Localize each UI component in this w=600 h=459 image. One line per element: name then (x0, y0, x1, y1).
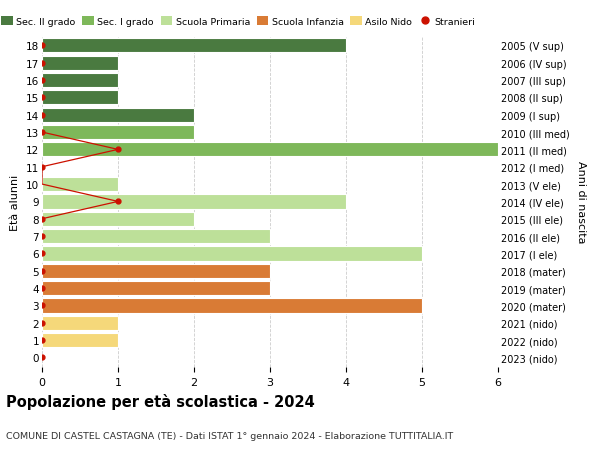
Bar (42, 74, 118, 88)
Text: COMUNE DI CASTEL CASTAGNA (TE) - Dati ISTAT 1° gennaio 2024 - Elaborazione TUTTI: COMUNE DI CASTEL CASTAGNA (TE) - Dati IS… (6, 431, 453, 440)
Y-axis label: Età alunni: Età alunni (10, 174, 20, 230)
Legend: Sec. II grado, Sec. I grado, Scuola Primaria, Scuola Infanzia, Asilo Nido, Stran: Sec. II grado, Sec. I grado, Scuola Prim… (0, 16, 477, 29)
Bar (42, 56, 118, 71)
Bar (42, 39, 346, 53)
Text: Popolazione per età scolastica - 2024: Popolazione per età scolastica - 2024 (6, 393, 315, 409)
Bar (42, 247, 422, 261)
Bar (42, 126, 194, 140)
Bar (42, 91, 118, 105)
Bar (42, 281, 270, 296)
Bar (42, 264, 270, 278)
Bar (42, 178, 118, 192)
Bar (42, 195, 346, 209)
Bar (42, 143, 498, 157)
Bar (42, 316, 118, 330)
Y-axis label: Anni di nascita: Anni di nascita (576, 161, 586, 243)
Bar (42, 230, 270, 244)
Bar (42, 212, 194, 226)
Bar (42, 108, 194, 123)
Bar (42, 299, 422, 313)
Bar (42, 333, 118, 347)
